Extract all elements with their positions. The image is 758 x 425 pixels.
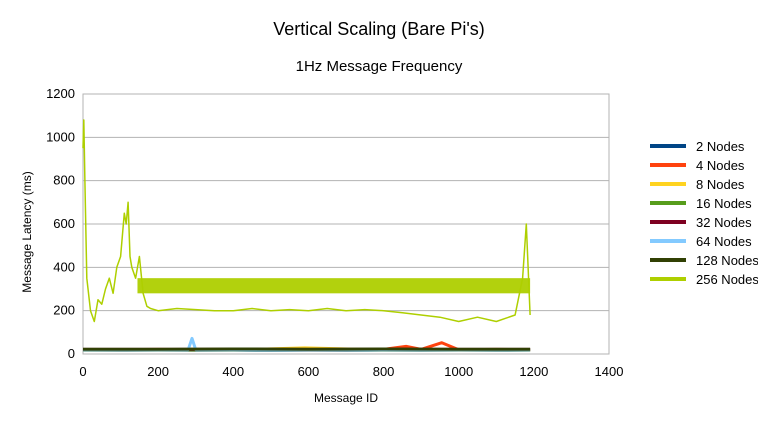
x-axis-label: Message ID <box>314 391 378 405</box>
y-tick-label: 800 <box>53 173 75 188</box>
x-tick-label: 400 <box>222 364 244 379</box>
y-tick-label: 600 <box>53 216 75 231</box>
legend-label: 32 Nodes <box>696 215 752 230</box>
series-line-256-nodes <box>82 119 531 323</box>
legend-label: 16 Nodes <box>696 196 752 211</box>
x-tick-label: 800 <box>373 364 395 379</box>
series-lines <box>82 119 531 352</box>
y-tick-labels: 0 200 400 600 800 1000 1200 <box>46 86 75 361</box>
y-axis-label: Message Latency (ms) <box>20 171 34 292</box>
x-tick-label: 1200 <box>519 364 548 379</box>
legend-label: 8 Nodes <box>696 177 745 192</box>
x-tick-labels: 0 200 400 600 800 1000 1200 1400 <box>79 364 623 379</box>
series-256-band <box>137 278 531 294</box>
chart-subtitle: 1Hz Message Frequency <box>296 58 463 75</box>
x-tick-label: 1400 <box>595 364 624 379</box>
y-tick-label: 400 <box>53 259 75 274</box>
legend-label: 4 Nodes <box>696 158 745 173</box>
series-256-band-rect <box>137 278 531 294</box>
y-tick-label: 1000 <box>46 129 75 144</box>
y-tick-label: 1200 <box>46 86 75 101</box>
legend-label: 256 Nodes <box>696 272 758 287</box>
y-tick-label: 0 <box>68 346 75 361</box>
x-tick-label: 600 <box>298 364 320 379</box>
chart-title: Vertical Scaling (Bare Pi's) <box>273 19 485 39</box>
x-tick-label: 0 <box>79 364 86 379</box>
x-tick-label: 200 <box>147 364 169 379</box>
legend-label: 64 Nodes <box>696 234 752 249</box>
legend-label: 2 Nodes <box>696 139 745 154</box>
legend-label: 128 Nodes <box>696 253 758 268</box>
plot-area <box>82 93 610 355</box>
y-tick-label: 200 <box>53 303 75 318</box>
legend: 2 Nodes 4 Nodes 8 Nodes 16 Nodes 32 Nodes 64 … <box>650 139 758 287</box>
x-tick-label: 1000 <box>444 364 473 379</box>
